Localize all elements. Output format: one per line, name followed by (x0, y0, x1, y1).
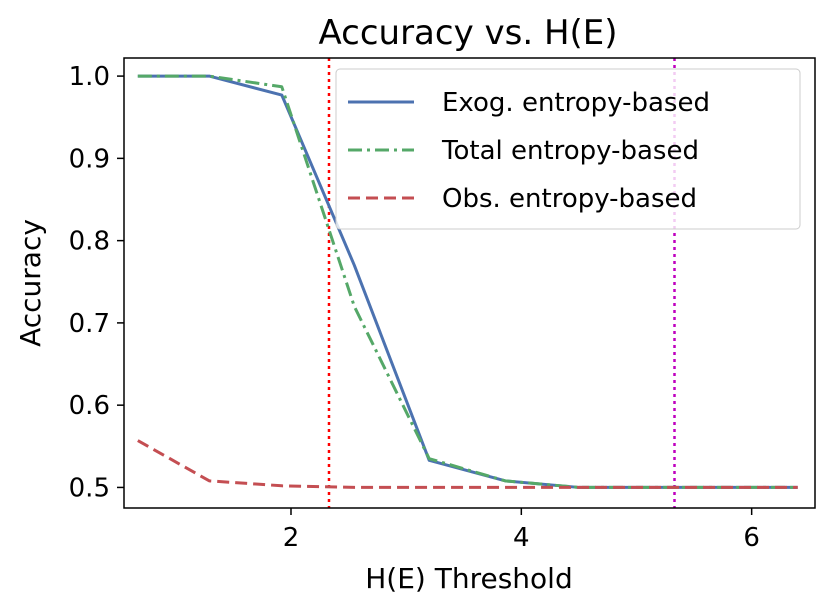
legend-box (335, 68, 801, 230)
series-line-3 (137, 439, 798, 489)
x-axis-label: H(E) Threshold (365, 562, 572, 595)
legend-label-3: Obs. entropy-based (442, 184, 697, 214)
y-tick-label: 0.9 (69, 144, 110, 174)
x-axis-ticks: 2 4 6 (283, 508, 760, 553)
y-tick-label: 0.6 (69, 391, 110, 421)
x-tick-label: 4 (513, 523, 530, 553)
y-tick-label: 0.7 (69, 309, 110, 339)
y-tick-label: 1.0 (69, 62, 110, 92)
legend: Exog. entropy-based Total entropy-based Ob… (335, 68, 801, 230)
plot-frame (123, 57, 816, 509)
y-tick-label: 0.8 (69, 227, 110, 257)
series-line-2 (137, 74, 798, 489)
x-tick-label: 2 (283, 523, 300, 553)
plot-area: 2 4 6 0.5 0.6 0.7 0.8 0.9 1.0 (69, 57, 816, 553)
y-tick-label: 0.5 (69, 473, 110, 503)
series-lines (137, 74, 798, 489)
y-axis-label: Accuracy (14, 219, 47, 347)
x-tick-label: 6 (743, 523, 760, 553)
legend-label-2: Total entropy-based (441, 136, 699, 166)
legend-label-1: Exog. entropy-based (442, 88, 710, 118)
vertical-reference-lines (327, 58, 676, 508)
chart-title: Accuracy vs. H(E) (318, 13, 617, 53)
y-axis-ticks: 0.5 0.6 0.7 0.8 0.9 1.0 (69, 62, 124, 503)
